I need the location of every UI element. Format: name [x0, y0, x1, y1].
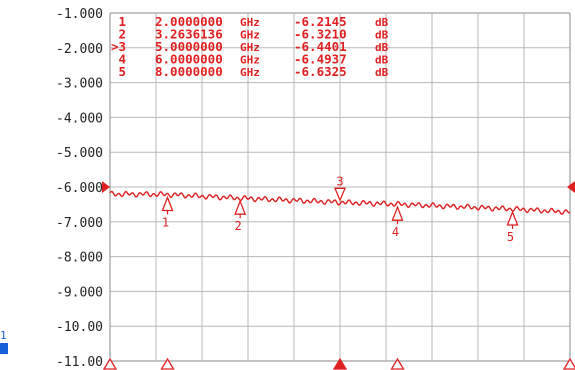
marker-readout-frequency-unit: GHz [240, 54, 260, 67]
marker-readout-level: -6.6325 [294, 64, 347, 79]
marker-2[interactable]: 2 [234, 199, 247, 233]
marker-readout-table: 1 2.0000000 GHz -6.2145 dB 2 3.2636136 GHz -6.32… [111, 14, 389, 79]
y-axis-tick-labels: -1.000 -2.000 -3.000 -4.000 -5.000 -6.000 -7.0… [56, 7, 103, 370]
marker-readout-frequency-unit: GHz [240, 29, 260, 42]
stimulus-marker-arrow [332, 357, 348, 370]
marker-triangle [234, 199, 247, 215]
marker-1[interactable]: 1 [161, 195, 174, 229]
y-tick-label: -11.00 [56, 355, 103, 370]
y-tick-label: -3.000 [56, 77, 103, 92]
marker-triangle [161, 195, 174, 212]
y-tick-label: -6.000 [56, 181, 103, 196]
marker-readout-id: 5 [118, 64, 126, 79]
y-tick-label: -4.000 [56, 111, 103, 126]
marker-readout-level-unit: dB [375, 29, 389, 42]
channel-badge-label: 1 [0, 329, 7, 342]
stimulus-marker-arrow [160, 357, 175, 370]
trace [109, 190, 571, 216]
y-tick-label: -10.00 [56, 320, 103, 335]
marker-5[interactable]: 5 [506, 210, 519, 244]
marker-3[interactable]: 3 [334, 174, 346, 203]
marker-readout-level: -6.2145 [294, 14, 347, 29]
marker-readout-frequency: 5.0000000 [155, 39, 223, 54]
y-tick-label: -2.000 [56, 42, 103, 57]
reference-level-arrow-left [102, 181, 110, 193]
marker-readout-level: -6.4937 [294, 52, 347, 67]
marker-readout-level-unit: dB [375, 41, 389, 54]
marker-readout-frequency-unit: GHz [240, 16, 260, 29]
stimulus-marker-arrow [102, 357, 118, 370]
marker-readout-level-unit: dB [375, 66, 389, 79]
marker-readout-frequency: 2.0000000 [155, 14, 223, 29]
marker-readout-level-unit: dB [375, 54, 389, 67]
marker-readout-level: -6.4401 [294, 39, 347, 54]
y-tick-label: -5.000 [56, 146, 103, 161]
stimulus-marker-arrow [562, 357, 575, 370]
plot-grid [109, 12, 571, 362]
stimulus-marker-arrow [390, 357, 405, 370]
marker-readout-id: 2 [118, 27, 126, 42]
channel-badge[interactable]: 1 [0, 329, 8, 354]
trace-line-s-parameter [109, 190, 571, 216]
marker-triangle [506, 210, 519, 226]
marker-number-label: 5 [507, 230, 514, 244]
marker-readout-frequency: 6.0000000 [155, 52, 223, 67]
marker-readout-id: 1 [118, 14, 126, 29]
marker-readout-row: 1 2.0000000 GHz -6.2145 dB [118, 14, 388, 29]
marker-number-label: 1 [162, 215, 169, 229]
marker-readout-row: >3 5.0000000 GHz -6.4401 dB [111, 39, 389, 54]
marker-number-label: 2 [235, 219, 242, 233]
y-tick-label: -9.000 [56, 285, 103, 300]
marker-readout-row: 2 3.2636136 GHz -6.3210 dB [118, 27, 388, 42]
marker-triangle [334, 187, 346, 203]
marker-readout-frequency-unit: GHz [240, 66, 260, 79]
marker-triangle [391, 205, 404, 221]
marker-readout-frequency: 3.2636136 [155, 27, 223, 42]
y-tick-label: -7.000 [56, 216, 103, 231]
marker-readout-level-unit: dB [375, 16, 389, 29]
marker-number-label: 4 [392, 225, 399, 239]
channel-badge-box [0, 343, 8, 354]
marker-readout-frequency-unit: GHz [240, 41, 260, 54]
marker-readout-row: 4 6.0000000 GHz -6.4937 dB [118, 52, 388, 67]
y-tick-label: -8.000 [56, 251, 103, 266]
marker-readout-id: 4 [118, 52, 126, 67]
marker-readout-id: >3 [111, 39, 126, 54]
marker-readout-level: -6.3210 [294, 27, 347, 42]
edge-indicators: 1 [0, 181, 575, 370]
marker-number-label: 3 [336, 174, 343, 188]
reference-level-arrow-right [567, 181, 575, 193]
marker-4[interactable]: 4 [391, 205, 404, 239]
y-tick-label: -1.000 [56, 7, 103, 22]
marker-symbols[interactable]: 1 2 3 4 5 [161, 174, 519, 244]
marker-readout-row: 5 8.0000000 GHz -6.6325 dB [118, 64, 388, 79]
marker-readout-frequency: 8.0000000 [155, 64, 223, 79]
